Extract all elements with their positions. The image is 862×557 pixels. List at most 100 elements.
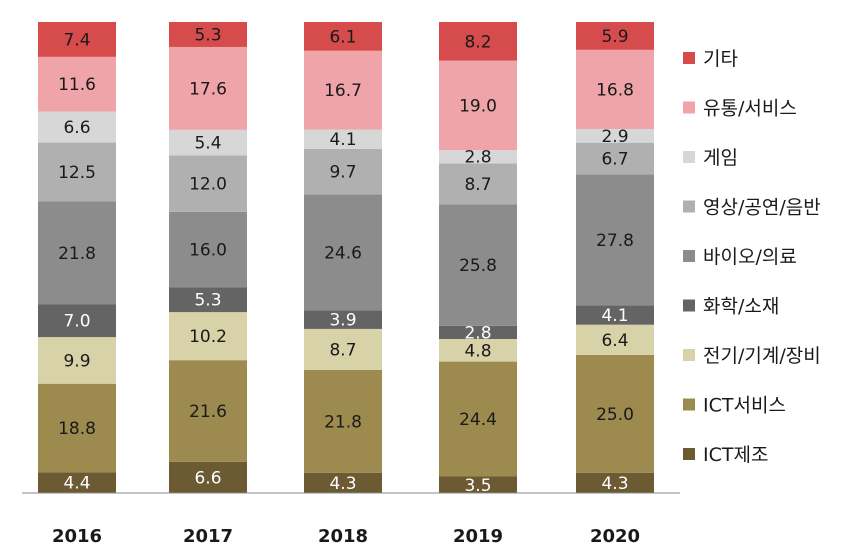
bar-value-label: 2.9	[601, 127, 628, 147]
bar-value-label: 21.8	[58, 244, 96, 264]
bar-segment	[304, 50, 382, 130]
bar-value-label: 25.8	[459, 256, 497, 276]
bar-value-label: 18.8	[58, 419, 96, 439]
bar-segment	[38, 472, 116, 493]
x-tick-label: 2020	[590, 526, 640, 547]
bar-value-label: 25.0	[596, 405, 634, 425]
bar-value-label: 12.0	[189, 175, 227, 195]
legend-label: 기타	[703, 48, 738, 70]
bars-layer: 4.4 18.8 9.9 7.0 21.8 12.5 6.6 11.6 7.4 6.6 21.6 10…	[38, 22, 654, 496]
bar-value-label: 11.6	[58, 75, 96, 95]
bar-value-label: 2.8	[464, 323, 491, 343]
bar-value-label: 8.2	[464, 32, 491, 52]
bar-segment	[439, 150, 517, 164]
legend-swatch	[683, 200, 695, 213]
bar-segment	[576, 354, 654, 473]
bar-segment	[38, 383, 116, 473]
bar-segment	[169, 312, 247, 361]
legend-label: 화학/소재	[703, 296, 779, 318]
bar-segment	[304, 129, 382, 149]
bar-value-label: 5.4	[194, 134, 221, 154]
bar-segment	[576, 472, 654, 493]
bar-segment	[169, 287, 247, 313]
legend-swatch	[683, 101, 695, 114]
bar-value-label: 19.0	[459, 96, 497, 116]
x-tick-label: 2016	[52, 526, 102, 547]
legend-swatch	[683, 151, 695, 163]
bar-value-label: 16.7	[324, 81, 362, 101]
bar-value-label: 9.7	[329, 163, 356, 183]
bar-value-label: 3.9	[329, 311, 356, 331]
bar-segment	[439, 338, 517, 362]
bar-value-label: 4.1	[329, 130, 356, 150]
bar-value-label: 24.4	[459, 410, 497, 430]
bar-value-label: 6.4	[601, 331, 628, 351]
bar-segment	[169, 211, 247, 288]
bar-segment	[576, 324, 654, 355]
bar-value-label: 7.0	[63, 312, 90, 332]
bar-segment	[576, 49, 654, 130]
bar-value-label: 6.7	[601, 149, 628, 169]
bar-segment	[169, 129, 247, 156]
bar-segment	[169, 22, 247, 47]
x-tick-labels: 2016 2017 2018 2019 2020	[52, 526, 640, 547]
legend-label: 영상/공연/음반	[703, 197, 821, 219]
bar-segment	[38, 111, 116, 143]
bar-value-label: 4.4	[63, 474, 90, 494]
bar-value-label: 4.8	[464, 341, 491, 361]
bar-value-label: 4.1	[601, 306, 628, 326]
bar-segment	[576, 129, 654, 143]
legend-swatch	[683, 299, 695, 312]
bar-value-label: 24.6	[324, 244, 362, 264]
bar-value-label: 5.9	[601, 27, 628, 47]
bar-segment	[169, 360, 247, 462]
bar-segment	[439, 361, 517, 477]
bar-value-label: 4.3	[601, 474, 628, 494]
bar-segment	[38, 22, 116, 57]
bar-segment	[304, 310, 382, 329]
bar-segment	[38, 142, 116, 202]
legend-swatch	[683, 398, 695, 411]
bar-value-label: 27.8	[596, 231, 634, 251]
bar-value-label: 2.8	[464, 148, 491, 168]
bar-segment	[38, 337, 116, 384]
bar-value-label: 8.7	[464, 175, 491, 195]
bar-segment	[439, 22, 517, 61]
bar-value-label: 8.7	[329, 340, 356, 360]
legend-swatch	[683, 448, 695, 460]
legend-label: 유통/서비스	[703, 98, 797, 120]
bar-value-label: 5.3	[194, 291, 221, 311]
bar-segment	[304, 22, 382, 51]
bar-value-label: 6.6	[63, 118, 90, 138]
legend-label: ICT서비스	[703, 395, 786, 417]
bar-segment	[576, 22, 654, 50]
bar-value-label: 21.6	[189, 402, 227, 422]
bar-segment	[38, 304, 116, 338]
bar-value-label: 5.3	[194, 25, 221, 45]
legend-label: 게임	[703, 147, 738, 169]
bar-value-label: 16.0	[189, 240, 227, 260]
x-tick-label: 2019	[453, 526, 503, 547]
bar-value-label: 6.1	[329, 27, 356, 47]
x-tick-label: 2017	[183, 526, 233, 547]
bar-segment	[439, 325, 517, 339]
bar-segment	[304, 369, 382, 473]
x-tick-label: 2018	[318, 526, 368, 547]
bar-value-label: 4.3	[329, 474, 356, 494]
bar-segment	[304, 472, 382, 493]
bar-value-label: 9.9	[63, 351, 90, 371]
bar-value-label: 21.8	[324, 412, 362, 432]
bar-value-label: 10.2	[189, 327, 227, 347]
bar-segment	[169, 155, 247, 212]
bar-segment	[439, 60, 517, 151]
bar-value-label: 3.5	[464, 476, 491, 496]
bar-value-label: 7.4	[63, 30, 90, 50]
bar-value-label: 12.5	[58, 163, 96, 183]
bar-segment	[576, 305, 654, 325]
legend-label: 바이오/의료	[703, 246, 797, 268]
bar-value-label: 16.8	[596, 80, 634, 100]
bar-segment	[576, 142, 654, 175]
bar-segment	[304, 194, 382, 311]
bar-segment	[38, 201, 116, 305]
